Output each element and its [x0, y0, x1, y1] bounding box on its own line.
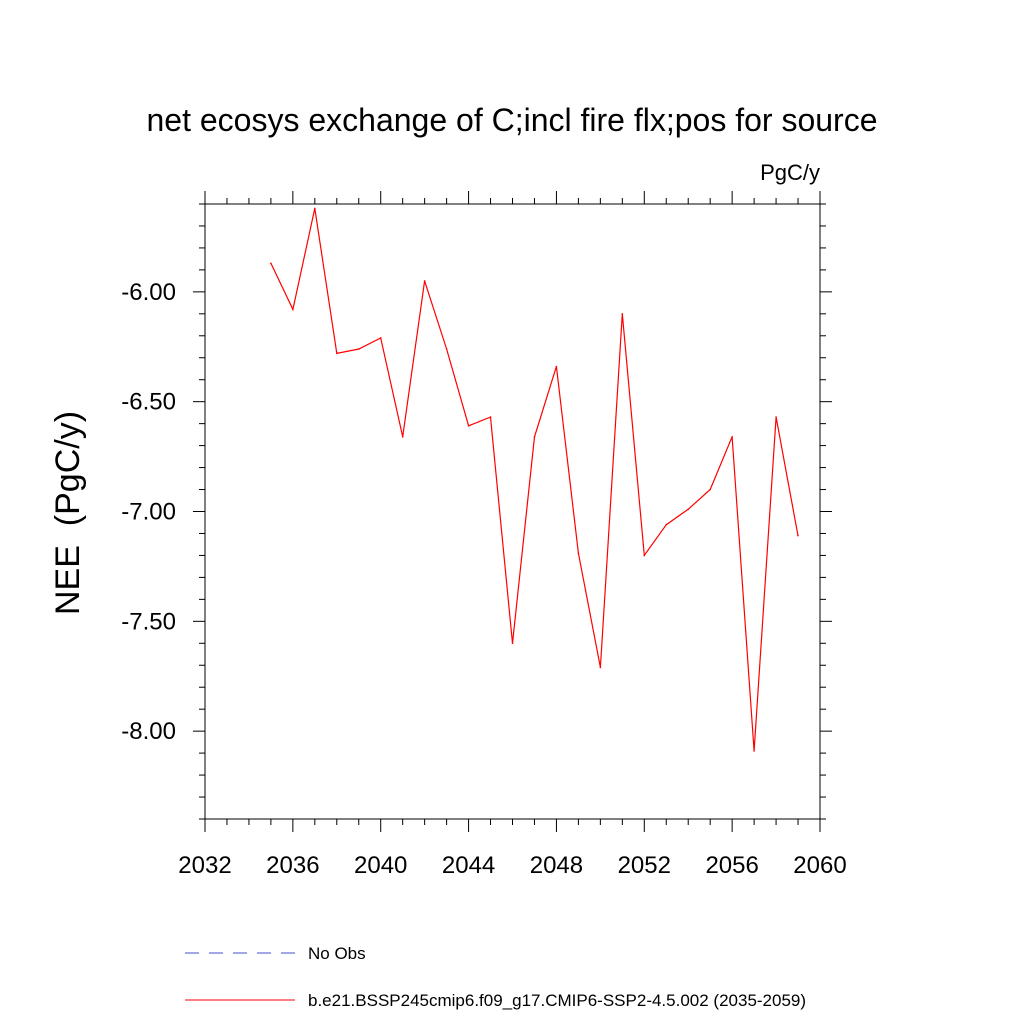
data-point [445, 348, 448, 350]
data-point [775, 416, 777, 418]
data-point [577, 552, 580, 555]
data-point [467, 425, 470, 427]
legend-label: No Obs [308, 944, 366, 963]
x-tick-label: 2036 [266, 852, 319, 879]
y-tick-label: -7.50 [121, 608, 176, 635]
data-point [423, 280, 426, 282]
data-point [797, 534, 799, 537]
data-point [709, 488, 711, 491]
data-point [270, 262, 272, 265]
x-tick-label: 2060 [793, 852, 846, 879]
y-tick-label: -7.00 [121, 499, 176, 526]
chart-title: net ecosys exchange of C;incl fire flx;p… [146, 102, 877, 138]
data-point [357, 348, 360, 350]
y-tick-label: -6.50 [121, 389, 176, 416]
x-tick-label: 2056 [705, 852, 758, 879]
data-point [292, 308, 294, 311]
data-point [401, 436, 404, 438]
x-tick-label: 2052 [618, 852, 671, 879]
x-tick-label: 2044 [442, 852, 495, 879]
data-point [335, 352, 338, 355]
data-point [643, 554, 646, 557]
data-point [314, 207, 316, 210]
data-point [555, 365, 558, 368]
plot-frame [204, 203, 821, 820]
data-point [511, 642, 514, 645]
y-axis-label: NEE (PgC/y) [49, 411, 87, 615]
legend-label: b.e21.BSSP245cmip6.f09_g17.CMIP6-SSP2-4.… [308, 991, 806, 1010]
data-point [621, 313, 624, 315]
y-tick-label: -6.00 [121, 279, 176, 306]
x-tick-label: 2048 [530, 852, 583, 879]
data-point [489, 416, 492, 418]
x-tick-label: 2040 [354, 852, 407, 879]
data-point [599, 666, 602, 669]
series-line-1 [270, 208, 799, 751]
y-tick-label: -8.00 [121, 718, 176, 745]
data-point [665, 523, 668, 526]
data-point [687, 508, 690, 511]
x-tick-label: 2032 [178, 852, 231, 879]
data-point [379, 337, 382, 339]
data-point [731, 436, 733, 438]
plot-area: 2032 2036 2040 2044 2048 2052 2056 2060 -8.00 -7.… [121, 191, 847, 879]
legend: No Obs b.e21.BSSP245cmip6.f09_g17.CMIP6-S… [185, 944, 806, 1010]
units-label: PgC/y [760, 160, 820, 185]
data-point [753, 750, 755, 752]
data-point [533, 436, 536, 438]
